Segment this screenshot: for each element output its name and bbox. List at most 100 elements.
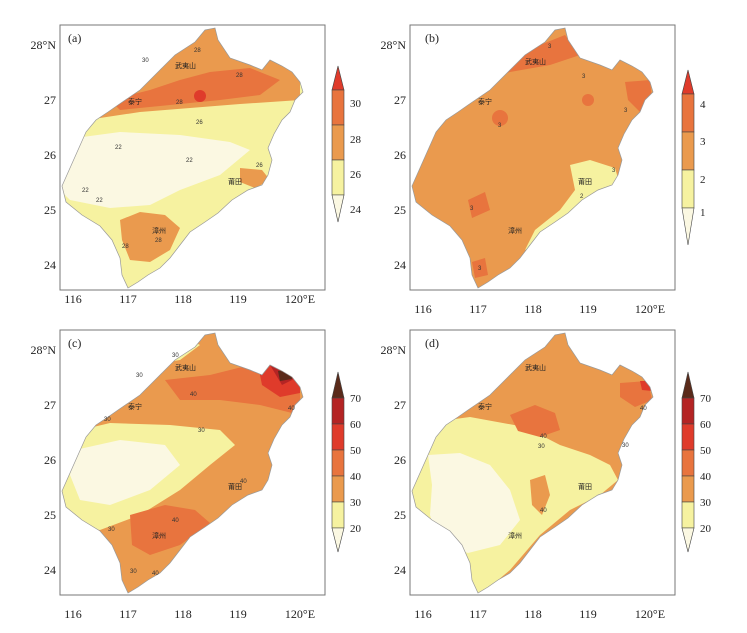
map-frame <box>409 24 676 291</box>
colorbar-tick: 70 <box>700 393 712 405</box>
colorbar-tick: 30 <box>350 98 362 110</box>
colorbar-top-cap <box>681 371 695 399</box>
contour-label: 26 <box>256 163 263 169</box>
contour-label: 3 <box>498 123 502 129</box>
colorbar-bottom-cap <box>331 527 345 553</box>
contour-label: 40 <box>540 434 547 440</box>
y-tick: 28°N <box>31 343 57 357</box>
contour-label: 30 <box>104 417 111 423</box>
contour-label: 26 <box>196 120 203 126</box>
panel-label: (a) <box>68 31 81 45</box>
y-axis: 28°N 27 26 25 24 <box>381 343 407 577</box>
contour-labels: 30 40 30 30 40 40 30 40 30 30 40 <box>104 353 295 577</box>
colorbar-tick: 26 <box>350 169 362 181</box>
y-axis: 28°N 27 26 25 24 <box>381 38 407 272</box>
contour-label: 30 <box>198 428 205 434</box>
colorbar-tick: 40 <box>350 471 362 483</box>
city-wuyishan: 武夷山 <box>175 61 196 70</box>
map-frame <box>409 329 676 596</box>
x-tick: 118 <box>524 302 542 316</box>
x-tick: 117 <box>119 607 137 621</box>
contour-label: 22 <box>186 158 193 164</box>
colorbar-tick: 30 <box>350 497 362 509</box>
colorbar-segment <box>681 93 695 133</box>
fill-band-26-east <box>240 168 270 188</box>
x-tick: 120°E <box>635 607 665 621</box>
colorbar-segment <box>681 169 695 209</box>
city-zhangzhou: 漳州 <box>152 226 166 235</box>
colorbar-tick: 20 <box>350 523 362 535</box>
city-taining: 泰宁 <box>478 97 492 106</box>
colorbar-top-cap <box>331 371 345 399</box>
contour-label: 2 <box>580 194 584 200</box>
panel-c: (c) 116 117 118 119 120°E 28°N 27 26 25 … <box>31 329 362 621</box>
fill-band-30-core-center <box>194 90 206 102</box>
contour-labels: 3 3 3 3 3 3 2 3 <box>470 44 628 272</box>
contour-label: 40 <box>172 518 179 524</box>
x-tick: 116 <box>64 292 82 306</box>
y-tick: 28°N <box>381 38 407 52</box>
colorbar-tick: 60 <box>350 419 362 431</box>
contour-label: 3 <box>470 206 474 212</box>
y-tick: 25 <box>44 508 56 522</box>
y-tick: 25 <box>394 508 406 522</box>
contour-label: 30 <box>172 353 179 359</box>
colorbar: 70 60 50 40 30 20 <box>331 371 362 553</box>
contour-label: 28 <box>155 238 162 244</box>
contour-label: 3 <box>582 74 586 80</box>
colorbar-segment <box>681 131 695 171</box>
coastline <box>411 27 654 289</box>
x-tick: 118 <box>174 607 192 621</box>
city-taining: 泰宁 <box>128 402 142 411</box>
colorbar: 70 60 50 40 30 20 <box>681 371 712 553</box>
contour-label: 40 <box>540 508 547 514</box>
contour-label: 40 <box>640 406 647 412</box>
colorbar-tick: 24 <box>350 204 362 216</box>
fill-band-3-southwest <box>472 258 488 278</box>
contour-label: 3 <box>624 108 628 114</box>
colorbar-bottom-cap <box>681 527 695 553</box>
colorbar-tick: 28 <box>350 134 362 146</box>
fill-band-40-south <box>130 505 210 555</box>
y-axis: 28°N 27 26 25 24 <box>31 343 57 577</box>
contour-label: 22 <box>82 188 89 194</box>
city-markers: 武夷山 泰宁 莆田 漳州 <box>128 61 242 235</box>
fill-band-22-24 <box>62 132 250 208</box>
y-tick: 27 <box>394 398 406 412</box>
colorbar-tick: 30 <box>700 497 712 509</box>
contour-label: 30 <box>142 58 149 64</box>
coastline <box>411 332 654 594</box>
colorbar-segment <box>331 501 345 529</box>
city-zhangzhou: 漳州 <box>508 531 522 540</box>
colorbar-tick: 60 <box>700 419 712 431</box>
panel-d: (d) 116 117 118 119 120°E 28°N 27 26 25 … <box>381 329 712 621</box>
contour-label: 40 <box>152 571 159 577</box>
x-tick: 117 <box>469 302 487 316</box>
contour-labels: 40 30 40 30 40 <box>538 406 647 514</box>
colorbar-tick: 50 <box>700 445 712 457</box>
map-frame <box>59 24 326 291</box>
colorbar-segment <box>681 475 695 503</box>
contour-label: 3 <box>478 266 482 272</box>
x-tick: 117 <box>469 607 487 621</box>
city-putian: 莆田 <box>228 482 242 491</box>
panel-label: (c) <box>68 336 81 350</box>
x-axis: 116 117 118 119 120°E <box>64 607 315 621</box>
contour-label: 28 <box>176 100 183 106</box>
y-tick: 24 <box>394 258 406 272</box>
contour-label: 22 <box>115 145 122 151</box>
contour-label: 28 <box>236 73 243 79</box>
y-tick: 28°N <box>31 38 57 52</box>
contour-label: 3 <box>548 44 552 50</box>
contour-label: 30 <box>108 527 115 533</box>
city-wuyishan: 武夷山 <box>175 363 196 372</box>
contour-label: 30 <box>538 444 545 450</box>
colorbar-bottom-cap <box>331 194 345 223</box>
x-tick: 118 <box>524 607 542 621</box>
y-tick: 28°N <box>381 343 407 357</box>
contour-label: 40 <box>190 392 197 398</box>
colorbar-segment <box>331 89 345 126</box>
colorbar-segment <box>331 449 345 477</box>
city-putian: 莆田 <box>228 177 242 186</box>
